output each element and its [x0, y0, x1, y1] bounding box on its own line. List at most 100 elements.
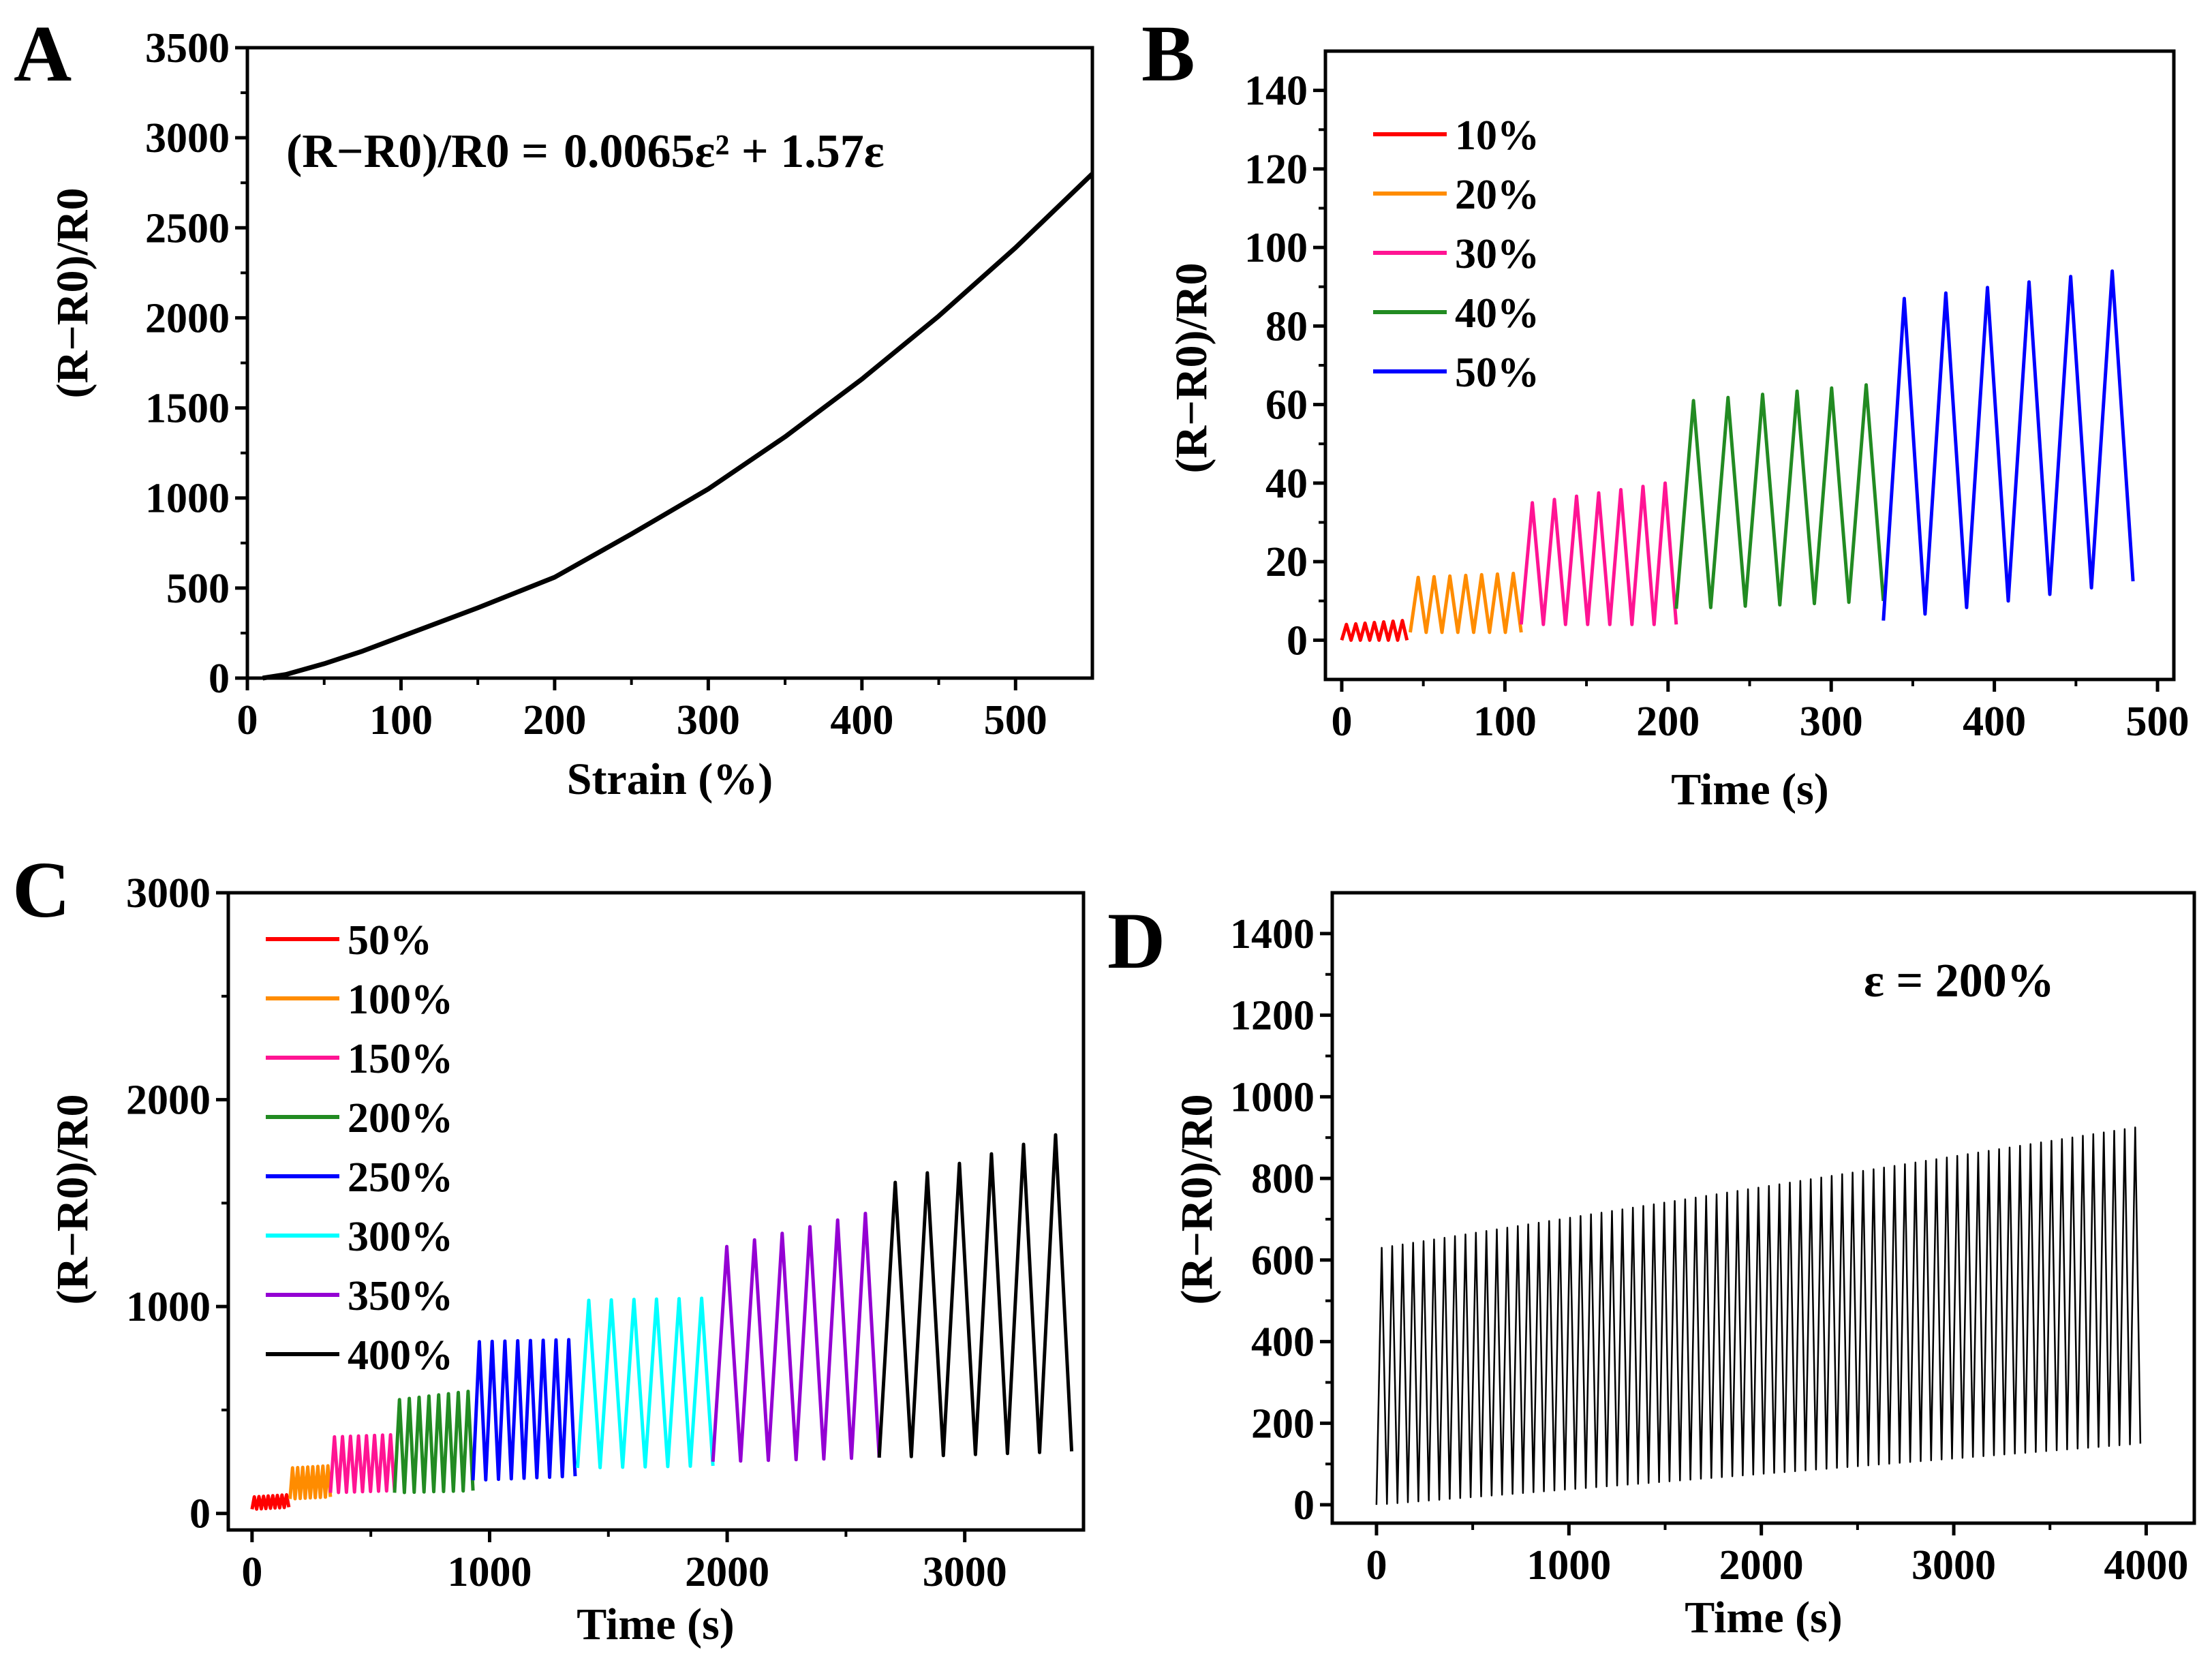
y-tick-label: 40 [1265, 461, 1308, 507]
panel-d-series [1375, 1127, 2142, 1505]
y-tick-label: 800 [1251, 1156, 1315, 1202]
legend-label: 30% [1455, 231, 1539, 277]
y-tick-label: 100 [1244, 225, 1308, 271]
panel-b-letter: B [1141, 9, 1195, 98]
panel-c-ticks: 0 1000 2000 3000 0 1000 2000 3000 [126, 870, 1007, 1595]
legend-label: 250% [348, 1154, 453, 1201]
legend-label: 10% [1455, 112, 1539, 159]
panel-c-ylabel: (R−R0)/R0 [48, 1094, 97, 1305]
x-tick-label: 0 [1331, 699, 1352, 745]
panel-c-legend: 50% 100% 150% 200% 250% 300% 350% 400% [266, 917, 453, 1379]
x-tick-label: 0 [241, 1549, 262, 1595]
x-tick-label: 300 [1800, 699, 1863, 745]
series-50-line [250, 1492, 291, 1511]
y-tick-label: 2000 [126, 1077, 211, 1124]
y-tick-label: 0 [209, 656, 230, 702]
series-fit-line [262, 172, 1094, 681]
y-tick-label: 1200 [1230, 993, 1315, 1039]
panel-a: A 0 100 200 300 400 500 0 500 1000 1500 2000 2500 30… [14, 9, 1094, 804]
y-tick-label: 400 [1251, 1319, 1315, 1366]
legend-label: 100% [348, 977, 453, 1023]
panel-b: B 0 100 200 300 400 500 0 20 40 60 80 100 120 140 10%… [1141, 9, 2190, 814]
y-tick-label: 120 [1244, 147, 1308, 193]
legend-label: 40% [1455, 290, 1539, 337]
panel-d-ylabel: (R−R0)/R0 [1172, 1094, 1222, 1305]
panel-b-series [1340, 269, 2135, 642]
series-250-line [471, 1338, 577, 1482]
y-tick-label: 3000 [145, 115, 230, 162]
panel-c-frame [226, 891, 1086, 1532]
y-tick-label: 3000 [126, 870, 211, 917]
y-tick-label: 2500 [145, 205, 230, 251]
y-tick-label: 1500 [145, 386, 230, 432]
series-200-line [1375, 1127, 2142, 1505]
y-tick-label: 1000 [1230, 1074, 1315, 1120]
panel-c: C 0 1000 2000 3000 0 1000 2000 3000 50% 100% 150%… [12, 845, 1086, 1649]
panel-a-equation: (R−R0)/R0 = 0.0065ε² + 1.57ε [286, 125, 885, 178]
y-tick-label: 1400 [1230, 911, 1315, 958]
panel-b-legend: 10% 20% 30% 40% 50% [1373, 112, 1539, 396]
panel-c-xlabel: Time (s) [577, 1599, 735, 1649]
legend-label: 50% [348, 917, 432, 964]
y-tick-label: 80 [1265, 303, 1308, 350]
y-tick-label: 1000 [126, 1284, 211, 1330]
panel-d-ticks: 0 1000 2000 3000 4000 0 200 400 600 800 1000 1200 14… [1230, 911, 2188, 1589]
panel-b-frame [1323, 49, 2176, 682]
y-tick-label: 0 [1287, 617, 1308, 664]
y-tick-label: 60 [1265, 382, 1308, 429]
legend-label: 300% [348, 1214, 453, 1260]
legend-label: 20% [1455, 172, 1539, 218]
x-tick-label: 3000 [923, 1549, 1007, 1595]
x-tick-label: 500 [984, 697, 1047, 744]
legend-label: 400% [348, 1332, 453, 1379]
legend-label: 200% [348, 1095, 453, 1142]
panel-c-series [250, 1133, 1074, 1511]
series-300-line [576, 1296, 715, 1469]
x-tick-label: 200 [1636, 699, 1700, 745]
panel-d: D 0 1000 2000 3000 4000 0 200 400 600 800 1000 1200… [1107, 891, 2196, 1642]
x-tick-label: 200 [523, 697, 586, 744]
panel-c-letter: C [12, 845, 70, 934]
y-tick-label: 140 [1244, 68, 1308, 114]
series-40-line [1674, 383, 1886, 609]
x-tick-label: 500 [2126, 699, 2190, 745]
panel-b-ylabel: (R−R0)/R0 [1167, 263, 1216, 474]
series-50-line [1881, 269, 2135, 621]
panel-d-xlabel: Time (s) [1685, 1593, 1843, 1642]
y-tick-label: 200 [1251, 1400, 1315, 1447]
series-400-line [877, 1133, 1074, 1458]
x-tick-label: 100 [369, 697, 433, 744]
series-20-line [1409, 571, 1523, 634]
series-30-line [1519, 481, 1678, 626]
panel-a-ylabel: (R−R0)/R0 [48, 188, 97, 399]
series-100-line [288, 1464, 333, 1501]
panel-a-xlabel: Strain (%) [567, 754, 773, 804]
x-tick-label: 0 [237, 697, 258, 744]
panel-d-annotation: ε = 200% [1864, 955, 2055, 1007]
x-tick-label: 3000 [1911, 1542, 1996, 1589]
x-tick-label: 300 [677, 697, 740, 744]
panel-b-ticks: 0 100 200 300 400 500 0 20 40 60 80 100 120 140 [1244, 68, 2190, 745]
y-tick-label: 2000 [145, 295, 230, 341]
y-tick-label: 1000 [145, 476, 230, 522]
panel-b-xlabel: Time (s) [1671, 765, 1829, 814]
y-tick-label: 600 [1251, 1238, 1315, 1284]
x-tick-label: 100 [1473, 699, 1537, 745]
panel-d-letter: D [1107, 896, 1165, 985]
x-tick-label: 1000 [447, 1549, 532, 1595]
legend-label: 150% [348, 1036, 453, 1082]
x-tick-label: 2000 [685, 1549, 769, 1595]
legend-label: 350% [348, 1273, 453, 1319]
x-tick-label: 400 [830, 697, 893, 744]
y-tick-label: 3500 [145, 25, 230, 72]
series-200-line [393, 1390, 475, 1495]
series-150-line [328, 1433, 397, 1495]
x-tick-label: 400 [1963, 699, 2026, 745]
series-350-line [711, 1212, 881, 1463]
panel-a-letter: A [14, 9, 72, 98]
x-tick-label: 2000 [1719, 1542, 1804, 1589]
x-tick-label: 1000 [1526, 1542, 1611, 1589]
x-tick-label: 0 [1366, 1542, 1387, 1589]
x-tick-label: 4000 [2104, 1542, 2188, 1589]
